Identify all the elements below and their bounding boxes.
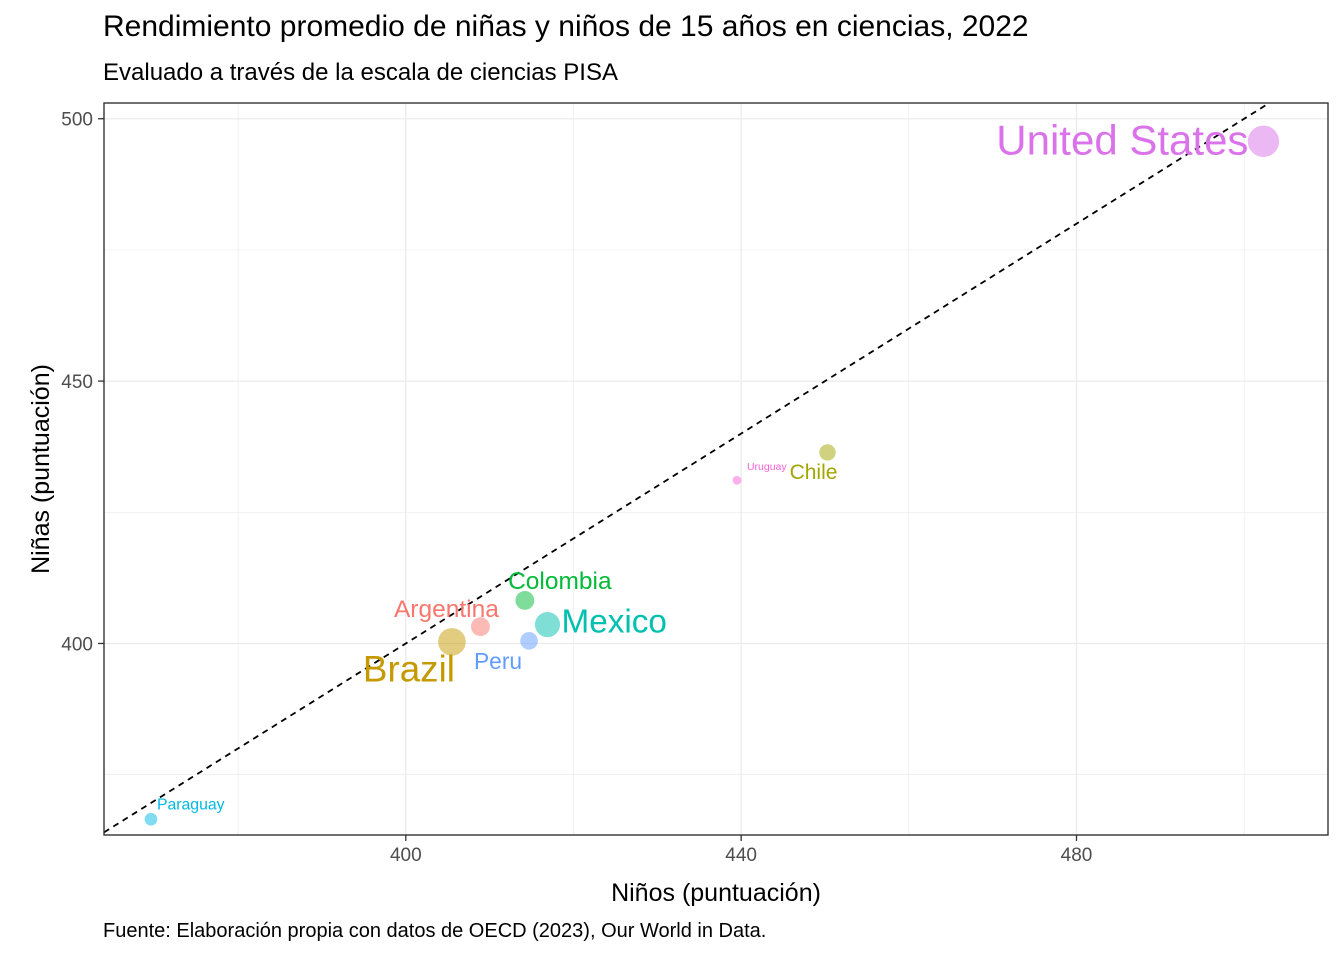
point-brazil — [438, 628, 466, 656]
label-peru: Peru — [474, 648, 522, 674]
point-colombia — [515, 590, 535, 610]
label-brazil: Brazil — [363, 649, 455, 690]
label-united-states: United States — [996, 116, 1248, 163]
point-mexico — [534, 612, 561, 638]
point-peru — [520, 632, 538, 650]
point-paraguay — [144, 812, 158, 826]
reference-line-group — [103, 102, 1270, 834]
label-paraguay: Paraguay — [157, 796, 225, 813]
x-tick-label: 400 — [390, 845, 422, 866]
axes: 400 440 480 400 450 500 — [61, 110, 1092, 866]
chart-subtitle: Evaluado a través de la escala de cienci… — [103, 59, 618, 86]
chart-caption: Fuente: Elaboración propia con datos de … — [103, 920, 767, 942]
point-uruguay — [732, 475, 742, 485]
label-uruguay: Uruguay — [747, 461, 787, 473]
chart-title: Rendimiento promedio de niñas y niños de… — [103, 10, 1029, 43]
x-axis-title: Niños (puntuación) — [611, 879, 821, 907]
data-points — [144, 125, 1280, 826]
plot-panel-border — [103, 102, 1329, 836]
y-axis-title: Niñas (puntuación) — [27, 364, 55, 574]
label-mexico: Mexico — [561, 603, 666, 640]
reference-line — [103, 102, 1270, 834]
point-united-states — [1247, 125, 1280, 158]
x-tick-label: 480 — [1061, 845, 1093, 866]
x-tick-label: 440 — [725, 845, 757, 866]
grid-lines — [104, 103, 1328, 835]
label-chile: Chile — [790, 461, 838, 484]
y-tick-label: 450 — [61, 372, 93, 393]
point-chile — [819, 444, 836, 461]
y-tick-label: 500 — [61, 110, 93, 131]
y-tick-label: 400 — [61, 634, 93, 655]
point-argentina — [470, 617, 490, 637]
label-argentina: Argentina — [394, 596, 499, 623]
label-colombia: Colombia — [508, 568, 612, 595]
